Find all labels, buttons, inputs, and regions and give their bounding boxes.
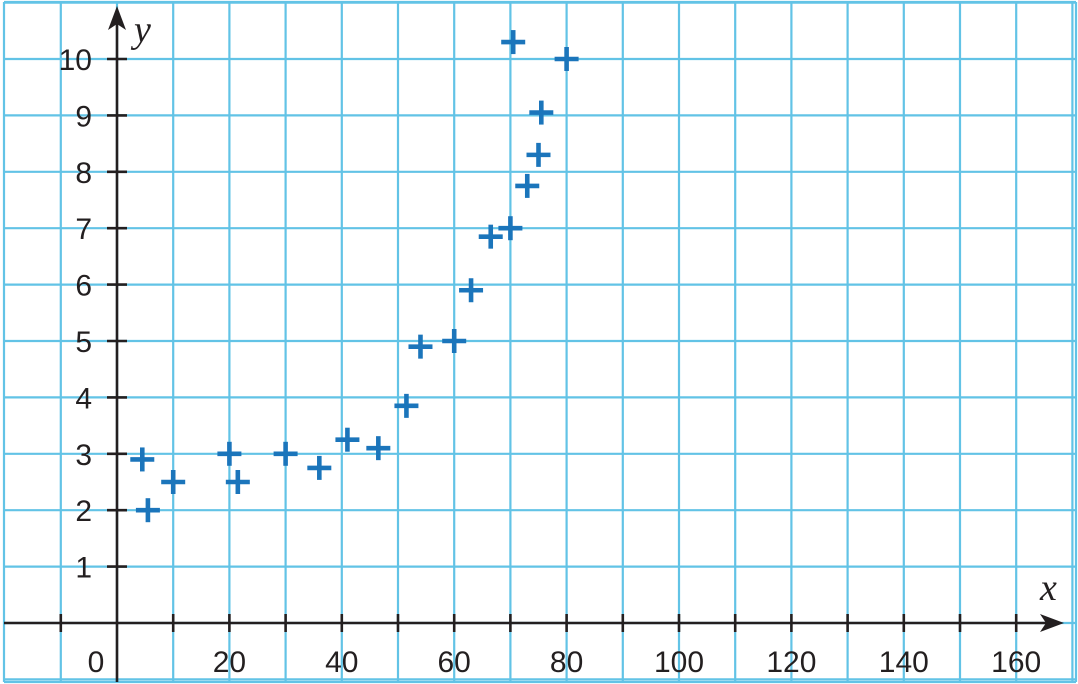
x-tick-label: 80 <box>550 646 583 679</box>
data-point <box>130 447 155 472</box>
data-point <box>161 470 186 494</box>
data-point <box>273 441 298 466</box>
data-point <box>225 470 250 494</box>
data-point <box>498 216 523 241</box>
x-tick-label: 160 <box>991 646 1041 679</box>
data-point <box>459 278 484 303</box>
x-tick-label: 120 <box>766 646 816 679</box>
data-point <box>554 47 579 71</box>
ticks <box>59 57 1018 632</box>
tick-labels: 0 20 40 60 80 100 120 140 160 1 2 3 4 5 6 7 8 9 10 <box>59 44 1042 679</box>
x-tick-label: 40 <box>325 646 358 679</box>
y-tick-label: 9 <box>75 100 92 133</box>
y-axis-arrowhead <box>108 6 126 30</box>
y-tick-label: 3 <box>75 439 92 472</box>
data-point <box>442 329 467 353</box>
data-point <box>529 100 554 125</box>
y-tick-label: 7 <box>75 213 92 246</box>
x-tick-label: 0 <box>88 646 105 679</box>
y-tick-label: 1 <box>75 552 92 585</box>
x-axis-arrowhead <box>1040 614 1064 632</box>
data-point <box>217 441 242 466</box>
data-point <box>408 334 433 359</box>
y-axis-label: y <box>130 9 151 51</box>
data-point <box>478 224 503 249</box>
y-tick-label: 10 <box>59 44 92 77</box>
data-points <box>130 30 579 523</box>
data-point <box>135 498 160 523</box>
x-tick-label: 140 <box>879 646 929 679</box>
data-point <box>394 393 419 418</box>
x-tick-label: 60 <box>438 646 471 679</box>
x-tick-label: 20 <box>213 646 246 679</box>
data-point <box>335 427 360 452</box>
data-point <box>501 30 526 55</box>
data-point <box>526 142 551 167</box>
y-tick-label: 4 <box>75 382 92 415</box>
data-point <box>515 173 540 198</box>
y-tick-label: 5 <box>75 326 92 359</box>
y-tick-label: 6 <box>75 270 92 303</box>
y-tick-label: 2 <box>75 495 92 528</box>
y-tick-label: 8 <box>75 157 92 190</box>
data-point <box>366 436 391 461</box>
x-tick-label: 100 <box>654 646 704 679</box>
x-axis-label: x <box>1039 567 1057 609</box>
data-point <box>307 455 332 480</box>
axes <box>4 6 1064 682</box>
